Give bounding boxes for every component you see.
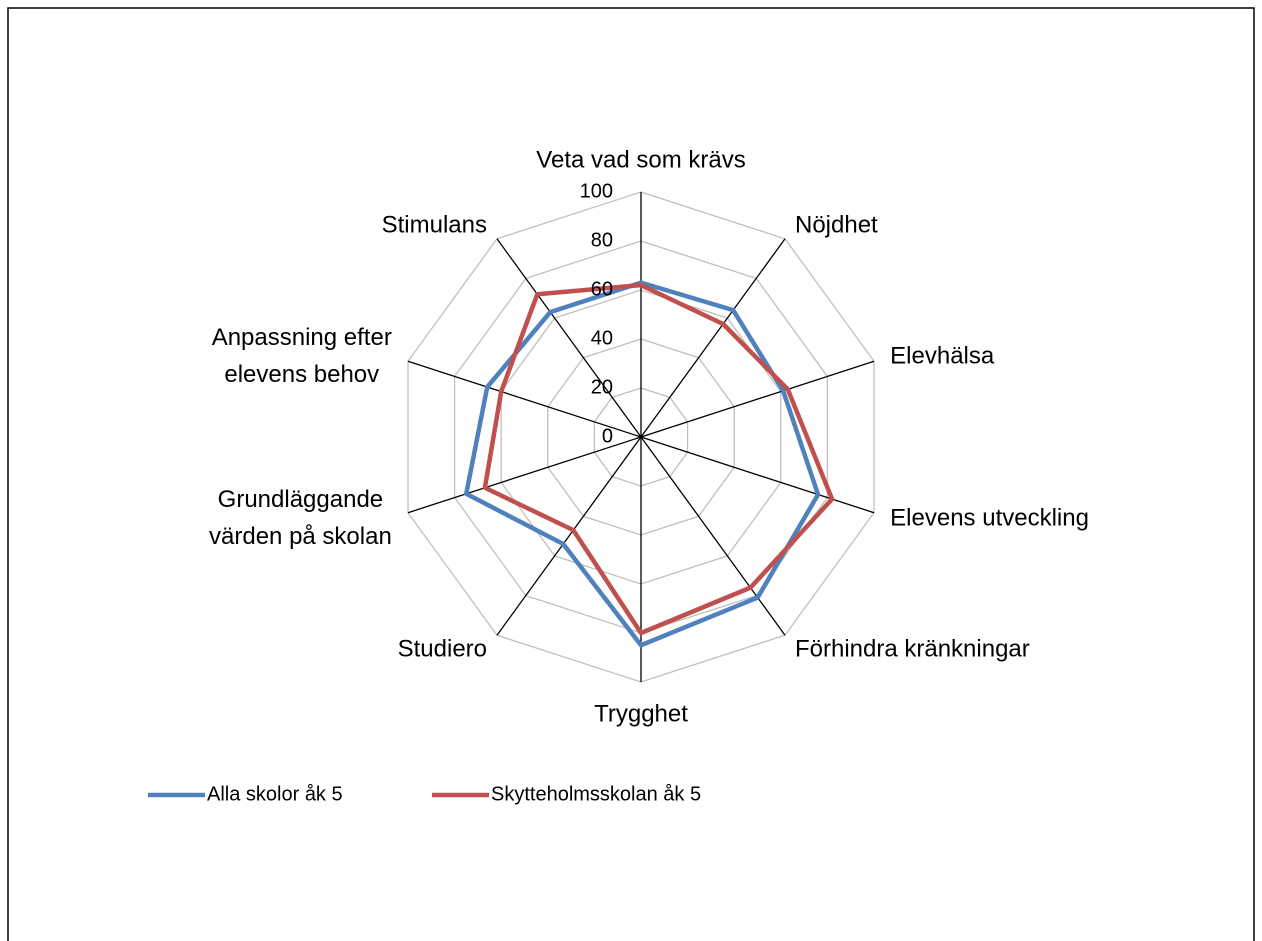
- tick-label: 80: [591, 229, 613, 251]
- category-label: Trygghet: [594, 700, 688, 728]
- series-line: [482, 282, 835, 636]
- category-label: Studiero: [397, 635, 487, 663]
- axis-spoke: [407, 360, 642, 438]
- axis-spoke: [496, 238, 642, 438]
- category-label: Anpassning efter elevens behov: [211, 324, 392, 389]
- tick-label: 100: [580, 180, 613, 202]
- category-label: Veta vad som krävs: [536, 146, 746, 174]
- legend-label: Alla skolor åk 5: [207, 783, 343, 805]
- series-line: [463, 280, 821, 648]
- tick-label: 60: [591, 278, 613, 300]
- axis-spoke: [640, 436, 875, 514]
- axis-spoke: [640, 436, 786, 636]
- category-label: Elevhälsa: [890, 342, 995, 370]
- category-label: Nöjdhet: [794, 211, 878, 239]
- tick-label: 20: [591, 376, 613, 398]
- axis-spoke: [640, 238, 786, 438]
- tick-label: 0: [602, 425, 613, 447]
- category-label: Förhindra kränkningar: [794, 635, 1030, 663]
- axis-spoke: [407, 436, 642, 514]
- tick-label: 40: [591, 327, 613, 349]
- category-label: Elevens utveckling: [890, 504, 1089, 532]
- axis-spoke: [496, 436, 642, 636]
- axis-spoke: [640, 360, 875, 438]
- category-label: Stimulans: [381, 211, 487, 239]
- chart-frame: [7, 7, 1255, 941]
- legend-label: Skytteholmsskolan åk 5: [491, 783, 701, 805]
- category-label: Grundläggande värden på skolan: [209, 485, 392, 550]
